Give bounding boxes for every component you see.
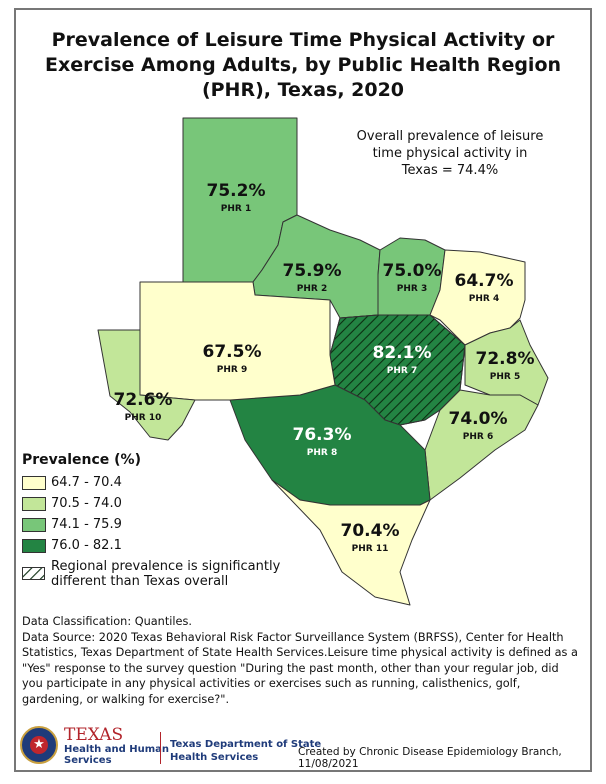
region-value-label: 72.8% xyxy=(476,349,535,369)
hhs-line: Health and Human xyxy=(64,744,169,755)
title-line: Prevalence of Leisure Time Physical Acti… xyxy=(51,29,555,51)
region-name-label: PHR 8 xyxy=(307,448,337,458)
legend-label: 64.7 - 70.4 xyxy=(51,475,122,490)
region-value-label: 64.7% xyxy=(455,271,514,291)
region-value-label: 82.1% xyxy=(373,343,432,363)
legend-label: 76.0 - 82.1 xyxy=(51,538,122,553)
region-phr-11 xyxy=(271,479,431,606)
region-phr-2 xyxy=(252,214,381,319)
region-name-label: PHR 2 xyxy=(297,284,327,294)
legend-item: 76.0 - 82.1 xyxy=(22,535,280,556)
region-name-label: PHR 3 xyxy=(397,284,427,294)
region-name-label: PHR 1 xyxy=(221,204,251,214)
region-phr-6 xyxy=(424,389,539,501)
hhs-logo-subtext: Health and Human Services xyxy=(64,744,169,766)
dshs-line: Health Services xyxy=(170,752,259,763)
dshs-logo-text: Texas Department of State Health Services xyxy=(170,738,321,764)
legend-swatch xyxy=(22,517,46,532)
region-value-label: 74.0% xyxy=(449,409,508,429)
hatch-swatch xyxy=(22,567,45,580)
hhs-line: Services xyxy=(64,755,112,766)
source-note: Data Source: 2020 Texas Behavioral Risk … xyxy=(22,630,578,706)
star-icon: ★ xyxy=(30,736,48,754)
region-name-label: PHR 10 xyxy=(125,413,162,423)
logo-divider xyxy=(160,732,161,764)
note-line: Overall prevalence of leisure xyxy=(356,129,544,144)
legend-title: Prevalence (%) xyxy=(22,452,141,468)
region-name-label: PHR 4 xyxy=(469,294,499,304)
hhs-seal-logo: ★ xyxy=(20,726,58,764)
title-line: Exercise Among Adults, by Public Health … xyxy=(44,54,562,76)
legend-swatch xyxy=(22,538,46,553)
hhs-logo-text: TEXAS xyxy=(64,725,124,745)
legend-label: 70.5 - 74.0 xyxy=(51,496,122,511)
page-frame xyxy=(14,8,592,772)
legend-item: 64.7 - 70.4 xyxy=(22,472,280,493)
created-by: Created by Chronic Disease Epidemiology … xyxy=(298,746,562,770)
region-name-label: PHR 5 xyxy=(490,372,520,382)
region-phr-9 xyxy=(139,281,336,401)
note-line: Texas = 74.4% xyxy=(401,163,499,178)
footer: ★ TEXAS Health and Human Services Texas D… xyxy=(18,724,588,770)
region-value-label: 75.0% xyxy=(383,261,442,281)
legend-item: 74.1 - 75.9 xyxy=(22,514,280,535)
legend-swatch xyxy=(22,475,46,490)
legend-swatch xyxy=(22,496,46,511)
region-value-label: 75.2% xyxy=(207,181,266,201)
region-value-label: 72.6% xyxy=(114,390,173,410)
notes: Data Classification: Quantiles. Data Sou… xyxy=(22,614,582,707)
note-line: time physical activity in xyxy=(372,146,528,161)
region-name-label: PHR 7 xyxy=(387,366,417,376)
region-value-label: 75.9% xyxy=(283,261,342,281)
region-phr-10 xyxy=(97,329,196,441)
legend-label: Regional prevalence is significantly xyxy=(51,559,281,574)
region-value-label: 67.5% xyxy=(203,342,262,362)
overall-prevalence-note: Overall prevalence of leisure time physi… xyxy=(340,128,560,179)
region-value-label: 70.4% xyxy=(341,521,400,541)
title-line: (PHR), Texas, 2020 xyxy=(201,79,405,101)
legend-item: 70.5 - 74.0 xyxy=(22,493,280,514)
legend-label: different than Texas overall xyxy=(51,574,229,589)
region-name-label: PHR 9 xyxy=(217,365,247,375)
region-value-label: 76.3% xyxy=(293,425,352,445)
legend: Prevalence (%) 64.7 - 70.4 70.5 - 74.0 7… xyxy=(22,452,280,589)
region-phr-5 xyxy=(464,319,549,406)
region-name-label: PHR 6 xyxy=(463,432,493,442)
map-title: Prevalence of Leisure Time Physical Acti… xyxy=(20,28,586,103)
region-name-label: PHR 11 xyxy=(352,544,389,554)
legend-label: 74.1 - 75.9 xyxy=(51,517,122,532)
dshs-line: Texas Department of State xyxy=(170,739,322,750)
legend-item-hatch: Regional prevalence is significantly diff… xyxy=(22,559,280,589)
classification-note: Data Classification: Quantiles. xyxy=(22,615,192,628)
